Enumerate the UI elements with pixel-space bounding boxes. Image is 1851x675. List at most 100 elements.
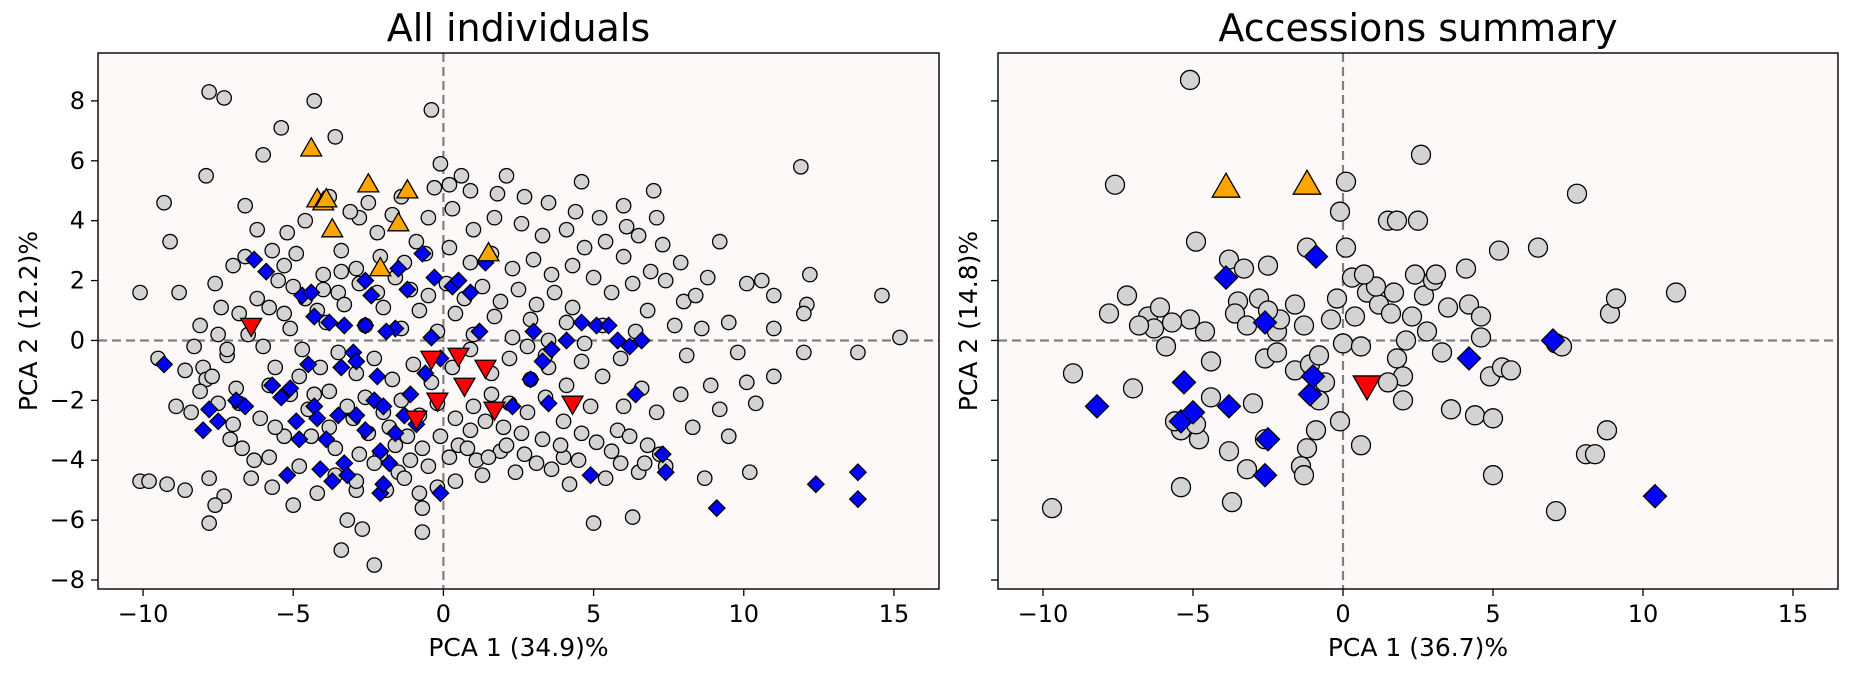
triangle-up-point xyxy=(356,172,380,193)
circle-point xyxy=(177,482,193,499)
diamond-point xyxy=(1216,393,1242,419)
triangle-down-point xyxy=(482,401,507,422)
circle-point xyxy=(411,302,428,319)
circle-point xyxy=(591,209,608,226)
x-axis-ticks: −10 −5 0 5 10 15 xyxy=(1018,589,1808,628)
circle-point xyxy=(384,371,401,388)
circle-point xyxy=(441,449,458,466)
circle-point xyxy=(207,497,223,514)
circle-point xyxy=(1392,390,1414,411)
diamond-point xyxy=(389,259,408,278)
circle-point xyxy=(573,353,590,370)
circle-point xyxy=(615,398,632,415)
circle-point xyxy=(444,200,461,217)
x-axis-label: PCA 1 (36.7)% xyxy=(1328,633,1508,662)
circle-point xyxy=(558,221,575,238)
circle-point xyxy=(156,194,172,211)
circle-point xyxy=(231,305,248,322)
chart-title: Accessions summary xyxy=(1218,6,1617,50)
circle-point xyxy=(315,266,332,283)
circle-point xyxy=(1041,498,1063,519)
triangle-down-point xyxy=(560,395,585,416)
diamond-point xyxy=(386,424,405,443)
diamond-point xyxy=(317,430,336,449)
circle-point xyxy=(573,173,590,190)
diamond-point xyxy=(422,328,441,347)
diamond-point xyxy=(524,322,543,341)
diamond-point xyxy=(257,262,276,281)
circle-point xyxy=(234,440,251,457)
circle-point xyxy=(339,398,356,415)
axes-frame xyxy=(97,52,940,590)
triangle-down-point xyxy=(446,347,471,368)
circle-point xyxy=(1584,444,1606,465)
diamond-point xyxy=(335,316,354,335)
diamond-point xyxy=(194,421,213,440)
circle-point xyxy=(504,260,521,277)
circle-point xyxy=(1296,438,1318,459)
x-tick-label: 10 xyxy=(1628,600,1659,628)
circle-point xyxy=(1221,492,1243,513)
diamond-point xyxy=(707,499,726,518)
circle-point xyxy=(291,458,308,475)
diamond-point xyxy=(281,379,300,398)
circle-point xyxy=(624,275,641,292)
circle-point xyxy=(585,269,602,286)
circle-point xyxy=(1464,405,1486,426)
circle-point xyxy=(672,254,689,271)
circle-point xyxy=(543,266,560,283)
diamond-point xyxy=(245,250,264,269)
y-axis-ticks: −8 −6 −4 −2 0 2 4 6 8 xyxy=(50,87,98,594)
circle-point xyxy=(1482,408,1504,429)
circle-point xyxy=(198,167,214,184)
axes-frame xyxy=(997,52,1839,590)
diamond-point xyxy=(347,352,366,371)
circle-point xyxy=(474,278,491,295)
circle-point xyxy=(1545,500,1567,522)
circle-point xyxy=(792,158,809,175)
circle-point xyxy=(543,461,560,478)
circle-point xyxy=(402,452,419,469)
circle-point xyxy=(486,308,503,325)
diamond-point xyxy=(848,463,868,482)
circle-point xyxy=(501,350,518,367)
x-tick-label: −5 xyxy=(276,600,311,628)
y-tick-label: 2 xyxy=(70,267,85,295)
circle-point xyxy=(702,377,719,394)
circle-point xyxy=(432,428,449,445)
circle-point xyxy=(498,167,515,184)
circle-point xyxy=(483,386,500,403)
circle-point xyxy=(366,557,383,573)
circle-point xyxy=(696,470,713,487)
circle-point xyxy=(1437,297,1459,318)
circle-point xyxy=(1179,69,1201,91)
circle-point xyxy=(729,344,746,361)
circle-point xyxy=(447,305,464,322)
circle-point xyxy=(546,284,563,301)
diamond-point xyxy=(1297,381,1323,407)
circle-point xyxy=(1383,282,1405,303)
circle-point xyxy=(249,290,266,307)
circle-point xyxy=(711,401,728,418)
circle-point xyxy=(528,296,545,313)
circle-point xyxy=(1329,411,1351,432)
diamond-point xyxy=(338,466,357,485)
circle-point xyxy=(1200,351,1222,372)
circle-point xyxy=(528,455,545,472)
diamond-point xyxy=(347,406,366,425)
circle-point xyxy=(516,446,533,463)
circle-point xyxy=(405,356,422,373)
circle-point xyxy=(1401,306,1423,327)
y-tick-label: −8 xyxy=(50,566,85,594)
circle-point xyxy=(612,455,629,472)
circle-point xyxy=(414,440,431,457)
circle-point xyxy=(267,419,284,436)
circle-point xyxy=(1149,297,1171,318)
circle-point xyxy=(564,299,581,316)
diamond-point xyxy=(377,322,396,341)
circle-point xyxy=(447,473,464,490)
circle-point xyxy=(426,179,443,196)
circle-point xyxy=(264,479,281,496)
y-tick-label: −2 xyxy=(50,386,85,414)
y-axis-label: PCA 2 (12.2)% xyxy=(14,231,43,411)
